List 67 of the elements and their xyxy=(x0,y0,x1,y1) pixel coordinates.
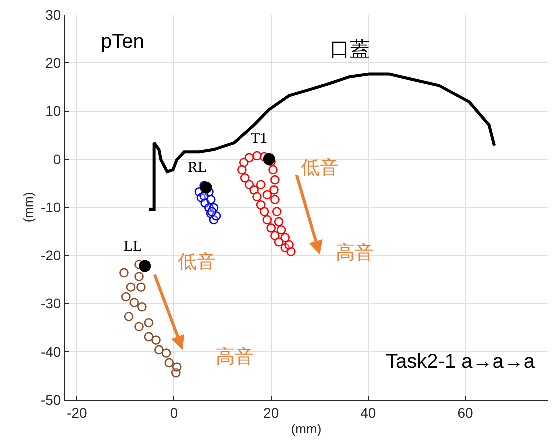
point xyxy=(238,165,247,175)
point xyxy=(263,153,276,166)
point xyxy=(272,207,282,216)
y-tick-label: -20 xyxy=(40,248,62,264)
point xyxy=(262,190,272,200)
point xyxy=(152,336,161,345)
y-tick-label: 0 xyxy=(53,151,62,168)
x-axis-title: (mm) xyxy=(291,421,322,436)
point xyxy=(154,345,164,355)
x-tick-label: 40 xyxy=(360,404,376,421)
x-tick-label: 0 xyxy=(170,404,178,421)
point xyxy=(260,207,270,216)
point xyxy=(136,282,146,292)
y-tick-label: 10 xyxy=(46,103,62,120)
point xyxy=(164,358,174,368)
annotation: 口蓋 xyxy=(330,39,370,61)
annotation: pTen xyxy=(101,31,144,53)
series-label: LL xyxy=(124,239,142,255)
point xyxy=(172,362,182,372)
line-series xyxy=(147,72,496,212)
point xyxy=(240,173,250,183)
point xyxy=(144,318,154,328)
annotation: 低音 xyxy=(178,251,216,273)
point xyxy=(144,332,154,342)
y-tick-label: -10 xyxy=(40,199,62,216)
point xyxy=(162,348,172,358)
annotation: Task2-1 a→a→a xyxy=(386,351,536,373)
point xyxy=(139,260,152,272)
point xyxy=(200,182,212,194)
point xyxy=(274,217,284,227)
y-tick-label: 20 xyxy=(46,55,62,72)
point xyxy=(270,175,280,185)
point xyxy=(268,165,278,175)
point xyxy=(239,158,249,168)
point xyxy=(284,240,294,250)
point xyxy=(270,195,280,204)
annotation: 高音 xyxy=(336,242,374,264)
y-tick-label: -30 xyxy=(40,296,62,312)
point xyxy=(138,302,147,312)
point xyxy=(270,186,279,195)
point xyxy=(266,224,276,233)
point xyxy=(256,180,266,190)
series-label: T1 xyxy=(251,131,268,147)
x-tick-label: 60 xyxy=(458,404,474,421)
x-tick-label: -20 xyxy=(67,404,88,421)
point xyxy=(252,151,262,161)
point xyxy=(280,233,290,242)
point xyxy=(122,292,131,302)
point xyxy=(124,312,134,322)
point xyxy=(256,200,266,210)
point xyxy=(134,322,144,332)
series-label: RL xyxy=(188,160,208,176)
point xyxy=(134,272,144,282)
point xyxy=(252,192,262,202)
y-tick-label: -40 xyxy=(40,344,62,360)
annotation: 高音 xyxy=(216,346,254,368)
point xyxy=(276,225,286,235)
point xyxy=(262,215,272,225)
y-axis-title: (mm) xyxy=(20,192,36,223)
y-tick-label: 30 xyxy=(46,6,62,23)
point xyxy=(274,238,284,247)
annotation: 低音 xyxy=(301,157,339,179)
point xyxy=(130,298,140,308)
point xyxy=(126,282,136,292)
y-tick-label: -50 xyxy=(40,392,62,408)
x-tick-label: 20 xyxy=(264,404,280,421)
point xyxy=(120,268,129,278)
